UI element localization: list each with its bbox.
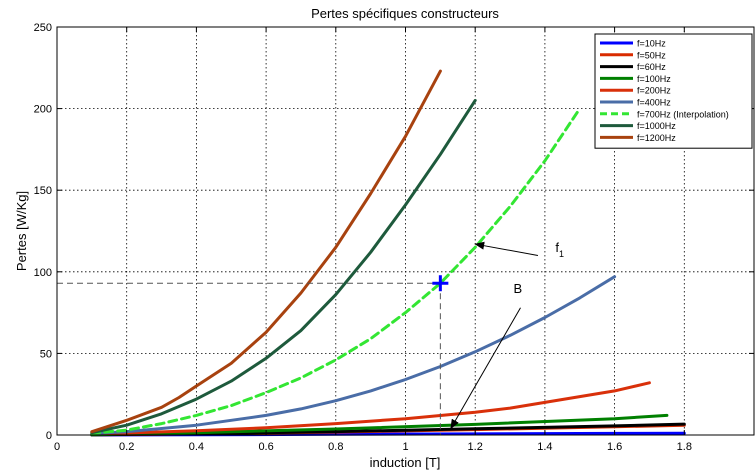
legend-entry-label: f=200Hz bbox=[637, 86, 671, 96]
x-tick-label: 0.8 bbox=[328, 441, 343, 453]
annotation-arrow-B bbox=[450, 307, 521, 430]
y-axis-label: Pertes [W/Kg] bbox=[14, 191, 29, 271]
series-line bbox=[90, 413, 669, 437]
legend-entry-label: f=100Hz bbox=[637, 74, 671, 84]
x-tick-label: 1.4 bbox=[537, 441, 552, 453]
guide-lines bbox=[57, 275, 449, 435]
y-tick-label: 200 bbox=[34, 104, 52, 116]
chart-title: Pertes spécifiques constructeurs bbox=[311, 6, 499, 21]
series-line bbox=[90, 107, 582, 435]
legend-entry-label: f=10Hz bbox=[637, 39, 666, 49]
series-line bbox=[90, 275, 617, 435]
series-line bbox=[90, 381, 651, 436]
legend-entry-label: f=700Hz (Interpolation) bbox=[637, 109, 729, 119]
y-tick-label: 150 bbox=[34, 185, 52, 197]
annotation-label-f1: f1 bbox=[555, 240, 564, 259]
axis-ticks: 0 0.2 0.4 0.6 0.8 1 1.2 1.4 1.6 1.8 0 50 100 150 200 25… bbox=[34, 22, 754, 453]
x-tick-label: 1 bbox=[402, 441, 408, 453]
legend-entry-label: f=400Hz bbox=[637, 98, 671, 108]
y-tick-label: 50 bbox=[40, 348, 52, 360]
legend-entry-label: f=50Hz bbox=[637, 50, 666, 60]
legend-entry-label: f=1000Hz bbox=[637, 121, 676, 131]
legend: f=10Hzf=50Hzf=60Hzf=100Hzf=200Hzf=400Hzf… bbox=[594, 33, 753, 149]
annotation-arrow-f1 bbox=[474, 241, 539, 256]
x-tick-label: 0.6 bbox=[258, 441, 273, 453]
y-tick-label: 0 bbox=[46, 430, 52, 442]
series-line bbox=[90, 98, 477, 435]
x-tick-label: 0 bbox=[54, 441, 60, 453]
x-tick-label: 0.2 bbox=[119, 441, 134, 453]
annotation-subscript: 1 bbox=[559, 249, 564, 259]
y-tick-label: 100 bbox=[34, 267, 52, 279]
y-tick-label: 250 bbox=[34, 22, 52, 34]
x-tick-label: 1.8 bbox=[677, 441, 692, 453]
series-line bbox=[90, 69, 442, 434]
annotations: f1 B bbox=[450, 240, 564, 430]
legend-entry-label: f=60Hz bbox=[637, 62, 666, 72]
x-tick-label: 1.6 bbox=[607, 441, 622, 453]
x-tick-label: 0.4 bbox=[189, 441, 204, 453]
x-tick-label: 1.2 bbox=[468, 441, 483, 453]
annotation-label-B: B bbox=[514, 281, 523, 296]
x-axis-label: induction [T] bbox=[370, 455, 441, 470]
legend-entry-label: f=1200Hz bbox=[637, 133, 676, 143]
